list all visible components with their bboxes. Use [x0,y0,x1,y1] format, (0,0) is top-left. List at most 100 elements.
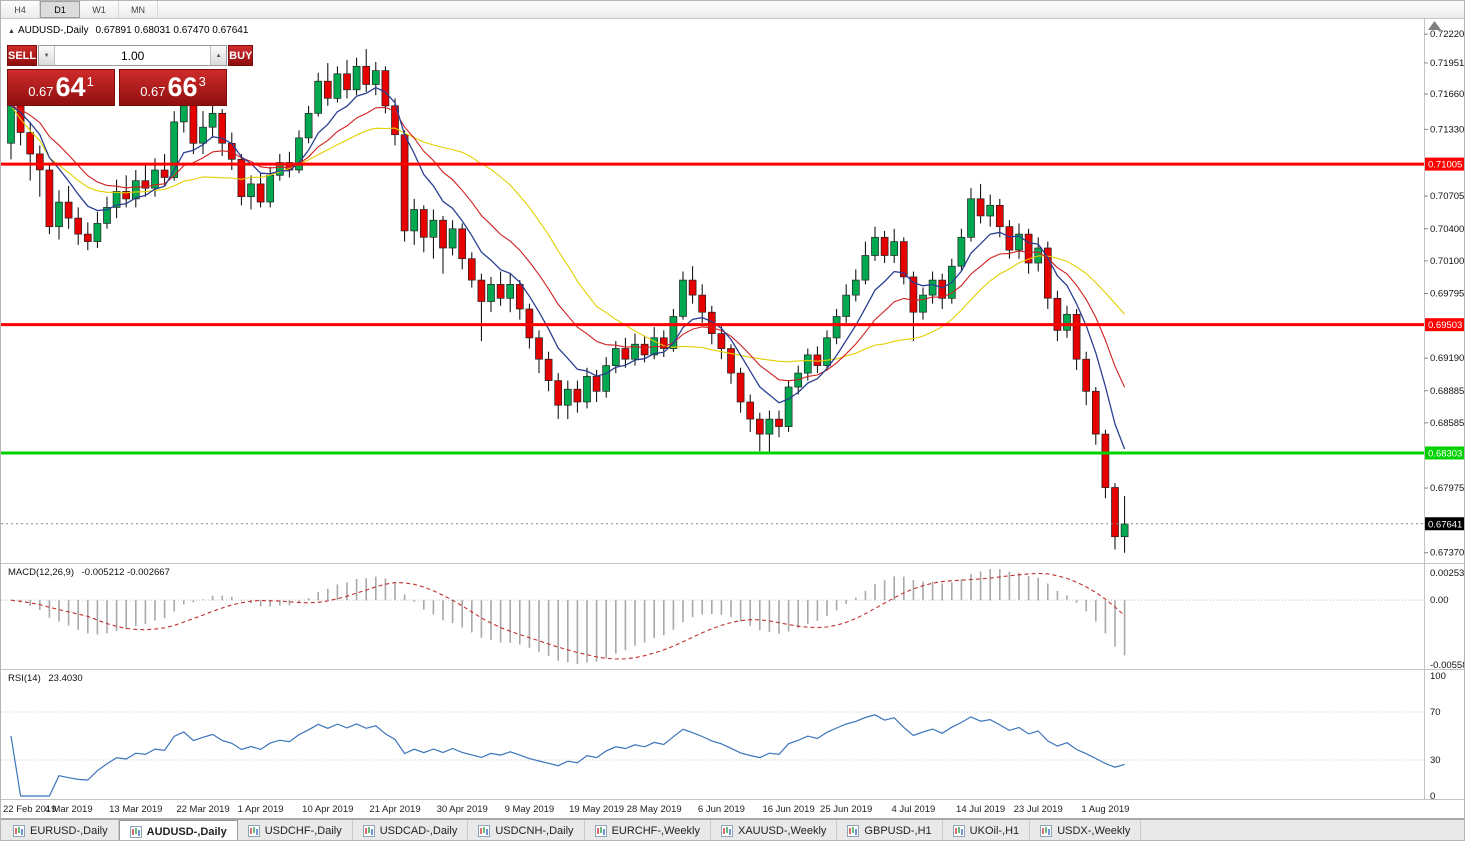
chart-tab-gbpusd-h1[interactable]: GBPUSD-,H1 [837,820,943,840]
chart-tab-label: EURUSD-,Daily [30,825,108,837]
collapse-triangle-icon[interactable]: ▲ [8,28,15,35]
date-axis-label[interactable]: 21 Apr 2019 [369,804,420,815]
candle-body [45,169,54,228]
rsi-axis-label: 100 [1430,671,1446,682]
chart-tab-usdchf-daily[interactable]: USDCHF-,Daily [238,820,353,840]
candle-body [899,241,908,278]
candle-body [400,134,409,232]
chart-tab-usdcad-daily[interactable]: USDCAD-,Daily [353,820,469,840]
candle-body [448,228,457,249]
date-axis-label[interactable]: 28 May 2019 [627,804,682,815]
chart-tab-label: GBPUSD-,H1 [864,825,932,837]
rsi-value: 23.4030 [48,673,83,684]
candle-body [506,284,515,299]
date-axis-label[interactable]: 16 Jun 2019 [762,804,814,815]
candle-body [842,294,851,317]
rsi-axis-label: 0 [1430,791,1435,802]
candle-body [93,223,102,242]
candle-body [55,201,63,228]
candle-body [861,255,870,281]
candle-body [477,279,486,302]
candle-body [218,112,227,144]
date-axis-label[interactable]: 1 Apr 2019 [238,804,284,815]
candle-body [976,198,985,217]
candle-body [439,219,447,249]
candle-body [1015,233,1023,251]
price-axis-label: 0.70400 [1430,224,1464,235]
candle-body [669,316,678,349]
rsi-name: RSI(14) [8,673,41,684]
date-axis-label[interactable]: 4 Mar 2019 [45,804,93,815]
candle-body [813,354,822,366]
timeframe-toolbar: H4 D1 W1 MN [1,1,1464,19]
chart-tab-label: UKOil-,H1 [969,825,1020,837]
price-level-tag-text: 0.68303 [1428,448,1462,459]
buy-button[interactable]: BUY [228,45,254,66]
date-axis-label[interactable]: 30 Apr 2019 [437,804,488,815]
chart-tab-icon [720,825,733,837]
chart-tab-audusd-daily[interactable]: AUDUSD-,Daily [118,820,238,840]
candle-body [928,279,937,296]
chart-tab-usdcnh-daily[interactable]: USDCNH-,Daily [468,820,585,840]
date-axis-label[interactable]: 10 Apr 2019 [302,804,353,815]
candle-body [573,388,582,403]
chart-tab-icon [847,825,860,837]
price-axis-label: 0.68885 [1430,386,1464,397]
date-axis-label[interactable]: 19 May 2019 [569,804,624,815]
rsi-line [10,714,1125,797]
price-level-tag-text: 0.67641 [1428,519,1462,530]
buy-price-display[interactable]: 0.67 66 3 [119,69,227,106]
chart-tab-label: USDCNH-,Daily [495,825,574,837]
candle-body [7,105,15,144]
chart-tab-ukoil-h1[interactable]: UKOil-,H1 [943,820,1031,840]
chart-tab-eurusd-daily[interactable]: EURUSD-,Daily [3,820,119,840]
candle-body [314,80,323,114]
candle-body [74,217,83,235]
volume-increase-button[interactable]: ▲ [210,46,227,65]
candle-body [583,375,591,403]
candle-body [266,174,275,203]
chart-tab-icon [1040,825,1053,837]
candle-body [640,343,649,356]
date-axis-label[interactable]: 22 Feb 2019 [3,804,56,815]
candle-body [103,207,111,224]
sell-button[interactable]: SELL [7,45,38,66]
volume-input[interactable] [55,46,211,65]
candle-body [1043,247,1052,299]
price-level-tag [1425,517,1464,531]
timeframe-button-h4[interactable]: H4 [1,1,40,18]
chart-tab-usdx-weekly[interactable]: USDX-,Weekly [1030,820,1142,840]
chart-title: ▲ AUDUSD-,Daily 0.67891 0.68031 0.67470 0.… [8,25,248,36]
sell-price-pipette: 1 [86,73,94,89]
candle-body [112,191,121,208]
price-axis-label: 0.72220 [1430,29,1464,40]
date-axis-label[interactable]: 14 Jul 2019 [956,804,1005,815]
date-axis-label[interactable]: 9 May 2019 [505,804,555,815]
candle-body [247,183,255,198]
candle-body [544,358,553,381]
date-axis-label[interactable]: 1 Aug 2019 [1081,804,1129,815]
price-level-tag-text: 0.71005 [1428,160,1462,171]
candle-body [323,80,332,99]
date-axis-label[interactable]: 22 Mar 2019 [176,804,229,815]
volume-decrease-button[interactable]: ▼ [39,46,56,65]
date-axis-label[interactable]: 23 Jul 2019 [1014,804,1063,815]
timeframe-button-w1[interactable]: W1 [80,1,119,18]
date-axis-label[interactable]: 6 Jun 2019 [698,804,745,815]
candle-body [458,228,467,260]
candle-body [746,401,755,420]
chart-tab-xauusd-weekly[interactable]: XAUUSD-,Weekly [711,820,838,840]
timeframe-button-mn[interactable]: MN [119,1,158,18]
date-axis-label[interactable]: 13 Mar 2019 [109,804,162,815]
date-axis-label[interactable]: 4 Jul 2019 [891,804,935,815]
timeframe-button-d1[interactable]: D1 [40,1,80,18]
candle-body [995,204,1004,228]
candle-body [659,337,668,349]
date-axis-label[interactable]: 25 Jun 2019 [820,804,872,815]
candle-body [170,121,179,178]
price-chart[interactable]: 0.710050.695030.683030.676410.722200.719… [1,19,1465,819]
chart-tab-eurchf-weekly[interactable]: EURCHF-,Weekly [585,820,711,840]
sell-price-display[interactable]: 0.67 64 1 [7,69,115,106]
candle-body [967,198,975,238]
chart-tab-label: XAUUSD-,Weekly [737,825,827,837]
